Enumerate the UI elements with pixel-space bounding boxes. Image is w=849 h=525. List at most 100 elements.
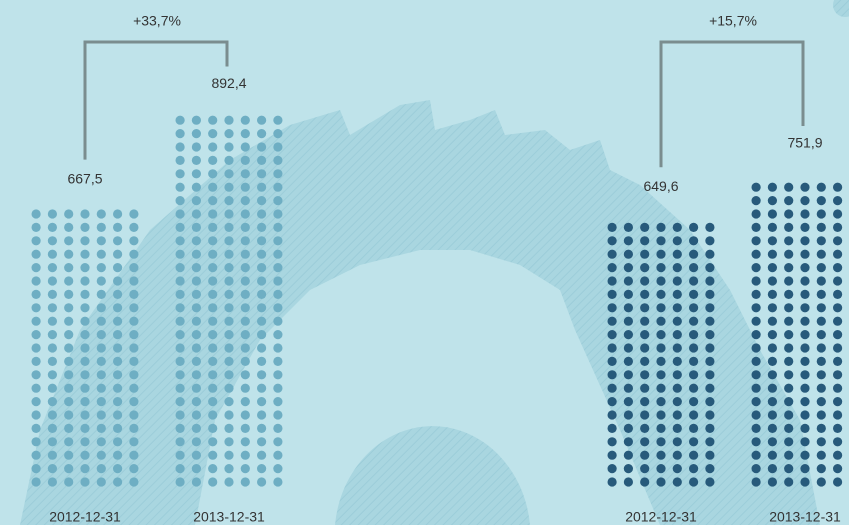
dot	[705, 397, 714, 406]
dot	[192, 236, 201, 245]
dot	[113, 317, 122, 326]
dot	[768, 384, 777, 393]
dot	[192, 223, 201, 232]
dot	[784, 384, 793, 393]
dot	[705, 317, 714, 326]
dot	[689, 397, 698, 406]
dot	[129, 451, 138, 460]
dot	[208, 196, 217, 205]
dot	[705, 343, 714, 352]
dot	[800, 451, 809, 460]
dot	[624, 263, 633, 272]
dot	[624, 370, 633, 379]
dot	[257, 464, 266, 473]
dot	[817, 437, 826, 446]
dot	[640, 424, 649, 433]
dot	[752, 410, 761, 419]
dot	[640, 263, 649, 272]
dot	[624, 223, 633, 232]
dot	[129, 424, 138, 433]
dot	[624, 384, 633, 393]
dot	[64, 357, 73, 366]
dot	[833, 196, 842, 205]
dot	[817, 263, 826, 272]
dot	[48, 384, 57, 393]
dot	[224, 410, 233, 419]
dot	[784, 397, 793, 406]
dot	[833, 451, 842, 460]
dot	[800, 303, 809, 312]
dot	[673, 464, 682, 473]
dot	[97, 464, 106, 473]
dot	[257, 196, 266, 205]
dot	[784, 276, 793, 285]
dot	[64, 209, 73, 218]
dot	[224, 183, 233, 192]
dot	[241, 317, 250, 326]
dot	[273, 250, 282, 259]
dot	[80, 464, 89, 473]
dot	[689, 330, 698, 339]
dot	[192, 357, 201, 366]
dot	[31, 451, 40, 460]
dot	[705, 276, 714, 285]
dot	[224, 330, 233, 339]
dot	[673, 451, 682, 460]
dot	[208, 357, 217, 366]
dot	[800, 370, 809, 379]
dot	[752, 451, 761, 460]
dot	[192, 250, 201, 259]
dot	[64, 424, 73, 433]
dot	[273, 209, 282, 218]
dot	[129, 343, 138, 352]
dot	[273, 424, 282, 433]
dot	[208, 183, 217, 192]
dot	[800, 330, 809, 339]
dot	[656, 370, 665, 379]
dot	[673, 370, 682, 379]
dot	[80, 451, 89, 460]
dot	[31, 223, 40, 232]
dot	[608, 370, 617, 379]
dot	[97, 424, 106, 433]
dot	[656, 263, 665, 272]
dot	[176, 263, 185, 272]
dot	[208, 477, 217, 486]
dot	[608, 397, 617, 406]
dot	[689, 276, 698, 285]
dot	[673, 303, 682, 312]
dot	[241, 424, 250, 433]
dot	[817, 464, 826, 473]
dot	[768, 209, 777, 218]
dot	[656, 437, 665, 446]
dot	[224, 343, 233, 352]
dot	[624, 303, 633, 312]
dot	[31, 464, 40, 473]
dot	[768, 343, 777, 352]
dot	[176, 464, 185, 473]
dot	[224, 156, 233, 165]
dot	[48, 330, 57, 339]
dot	[129, 209, 138, 218]
dot	[768, 424, 777, 433]
dot	[833, 477, 842, 486]
dot	[257, 263, 266, 272]
dot	[705, 384, 714, 393]
x-tick-label: 2013-12-31	[193, 509, 265, 525]
dot	[241, 183, 250, 192]
dot	[640, 343, 649, 352]
dot	[31, 410, 40, 419]
dot	[800, 290, 809, 299]
dot	[689, 437, 698, 446]
dot	[192, 410, 201, 419]
dot	[129, 236, 138, 245]
dot	[673, 330, 682, 339]
dot	[608, 290, 617, 299]
dot	[656, 410, 665, 419]
dot	[608, 410, 617, 419]
dot	[176, 156, 185, 165]
dot	[273, 384, 282, 393]
dot	[752, 183, 761, 192]
dot	[673, 236, 682, 245]
dot	[833, 303, 842, 312]
